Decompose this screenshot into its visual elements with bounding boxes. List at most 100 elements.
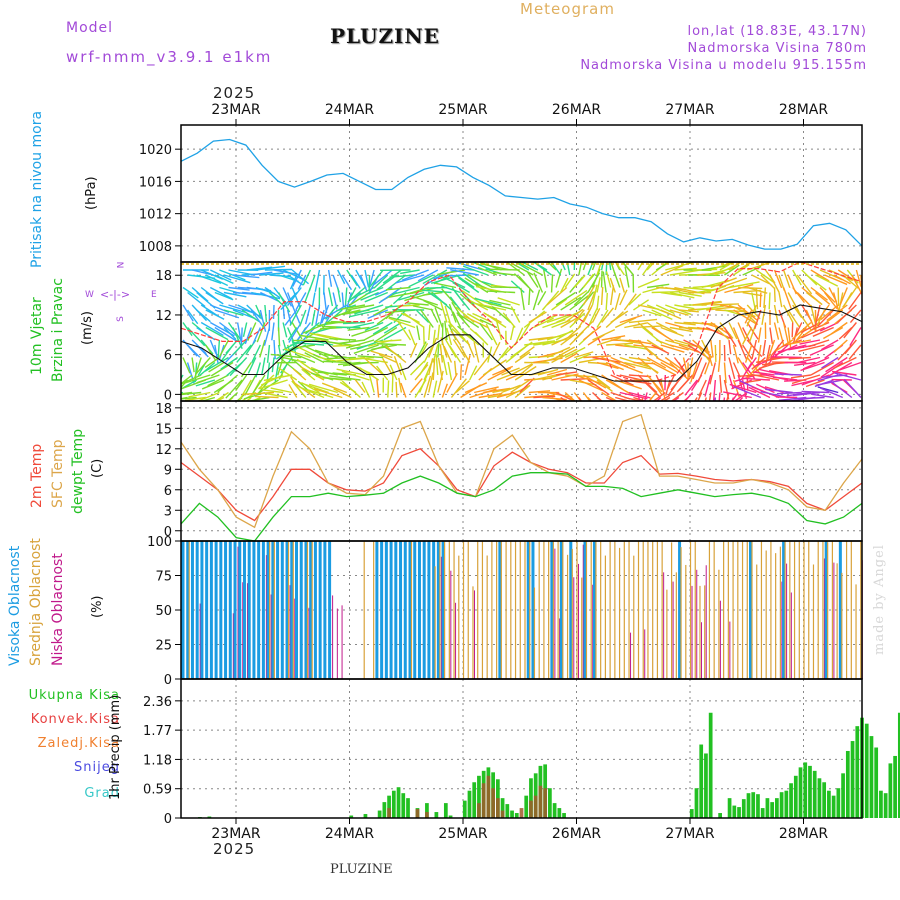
wind-arrow [610, 374, 634, 386]
wind-arrow [456, 262, 484, 271]
wind-arrow [738, 374, 766, 377]
wind-arrow [705, 344, 713, 367]
total-precip-bar [850, 741, 855, 818]
wind-arrow [848, 344, 862, 360]
wind-arrow [714, 326, 730, 340]
wind-arrow [651, 361, 677, 376]
wind-arrow [733, 391, 748, 401]
wind-arrow [485, 323, 498, 346]
wind-arrow [432, 380, 438, 398]
total-precip-bar [448, 815, 453, 818]
wind-arrow [660, 291, 683, 297]
wind-arrow [493, 271, 516, 276]
wind-arrow [440, 301, 448, 323]
day-label-bottom: 25MAR [438, 826, 487, 842]
wind-arrow [236, 344, 252, 363]
wind-arrow [805, 379, 825, 388]
wind-arrow [800, 321, 821, 334]
total-precip-bar [741, 799, 746, 818]
panel-frame [180, 400, 863, 542]
wind-arrow [187, 327, 206, 347]
wind-arrow [437, 370, 444, 393]
wind-arrow [787, 339, 812, 346]
wind-arrow [811, 321, 830, 331]
wind-arrow [524, 394, 555, 399]
wind-arrow [551, 348, 578, 364]
wind-arrow [255, 265, 286, 271]
wind-arrow [181, 396, 197, 400]
wind-arrow [528, 390, 551, 394]
wind-arrow [582, 392, 591, 401]
wind-arrow [651, 309, 673, 321]
wind-arrow [669, 291, 695, 299]
pressure-line [180, 138, 863, 250]
day-label-top: 23MAR [211, 102, 260, 118]
wind-arrow [457, 314, 471, 328]
wind-arrow [842, 287, 857, 308]
wind-arrow [451, 328, 471, 346]
wind-arrow [469, 365, 478, 381]
wind-arrow [723, 391, 752, 399]
wind-arrow [773, 287, 776, 303]
wind-arrow [642, 309, 662, 317]
wind-arrow [235, 374, 248, 392]
wind-arrow [637, 321, 654, 336]
total-precip-bar [812, 770, 817, 818]
wind-arrow [651, 326, 675, 343]
wind-arrow [375, 339, 402, 343]
wind-arrow [651, 379, 663, 395]
y-tick-label: 0 [164, 388, 172, 403]
wind-arrow [737, 357, 750, 376]
precip-legend-conv: Konvek.Kisa [30, 712, 120, 727]
wind-arrow [723, 327, 737, 347]
precip-legend-total: Ukupna Kisa [28, 688, 120, 703]
total-precip-bar [737, 807, 741, 818]
wind-arrow [289, 274, 298, 290]
total-precip-bar [694, 788, 699, 818]
wind-arrow [489, 268, 520, 271]
wind-arrow [236, 322, 242, 343]
wind-arrow [573, 274, 586, 288]
total-precip-bar [836, 788, 841, 818]
wind-arrow [330, 320, 356, 324]
wind-arrow [624, 322, 648, 329]
wind-arrow [573, 291, 589, 306]
wind-arrow [533, 395, 556, 399]
wind-arrow [587, 307, 598, 328]
wind-arrow [514, 384, 531, 399]
wind-arrow [605, 396, 616, 401]
wind-arrow [770, 356, 802, 359]
total-precip-bar [831, 795, 836, 818]
y-tick-label: 6 [164, 349, 172, 364]
wind-arrow [354, 304, 384, 315]
wind-arrow [514, 365, 537, 381]
wind-arrow [292, 341, 325, 346]
total-precip-bar [552, 803, 557, 818]
wind-arrow [386, 286, 411, 291]
wind-arrow [518, 275, 534, 293]
wind-arrow [254, 395, 279, 399]
wind-arrow [298, 386, 325, 399]
wind-arrow [614, 293, 621, 311]
wind-arrow [225, 339, 239, 354]
wind-arrow [655, 396, 662, 401]
wind-arrow [519, 377, 535, 393]
wind-arrow [387, 380, 390, 398]
wind-arrow [400, 382, 407, 398]
wind-arrow [573, 392, 582, 401]
wind-arrow [728, 357, 736, 380]
wind-arrow [564, 346, 586, 359]
wind-arrow [270, 353, 302, 359]
wind-arrow [501, 384, 521, 394]
meteogram-label: Meteogram [520, 0, 615, 18]
wind-arrow [365, 286, 384, 296]
wind-arrow [624, 266, 630, 288]
wind-arrow [642, 379, 661, 398]
total-precip-bar [869, 736, 874, 818]
wind-arrow [610, 356, 636, 369]
wind-arrow [364, 269, 370, 288]
day-label-bottom: 27MAR [665, 826, 714, 842]
wind-arrow [220, 356, 239, 370]
wind-arrow [209, 269, 232, 281]
wind-arrow [182, 322, 193, 337]
